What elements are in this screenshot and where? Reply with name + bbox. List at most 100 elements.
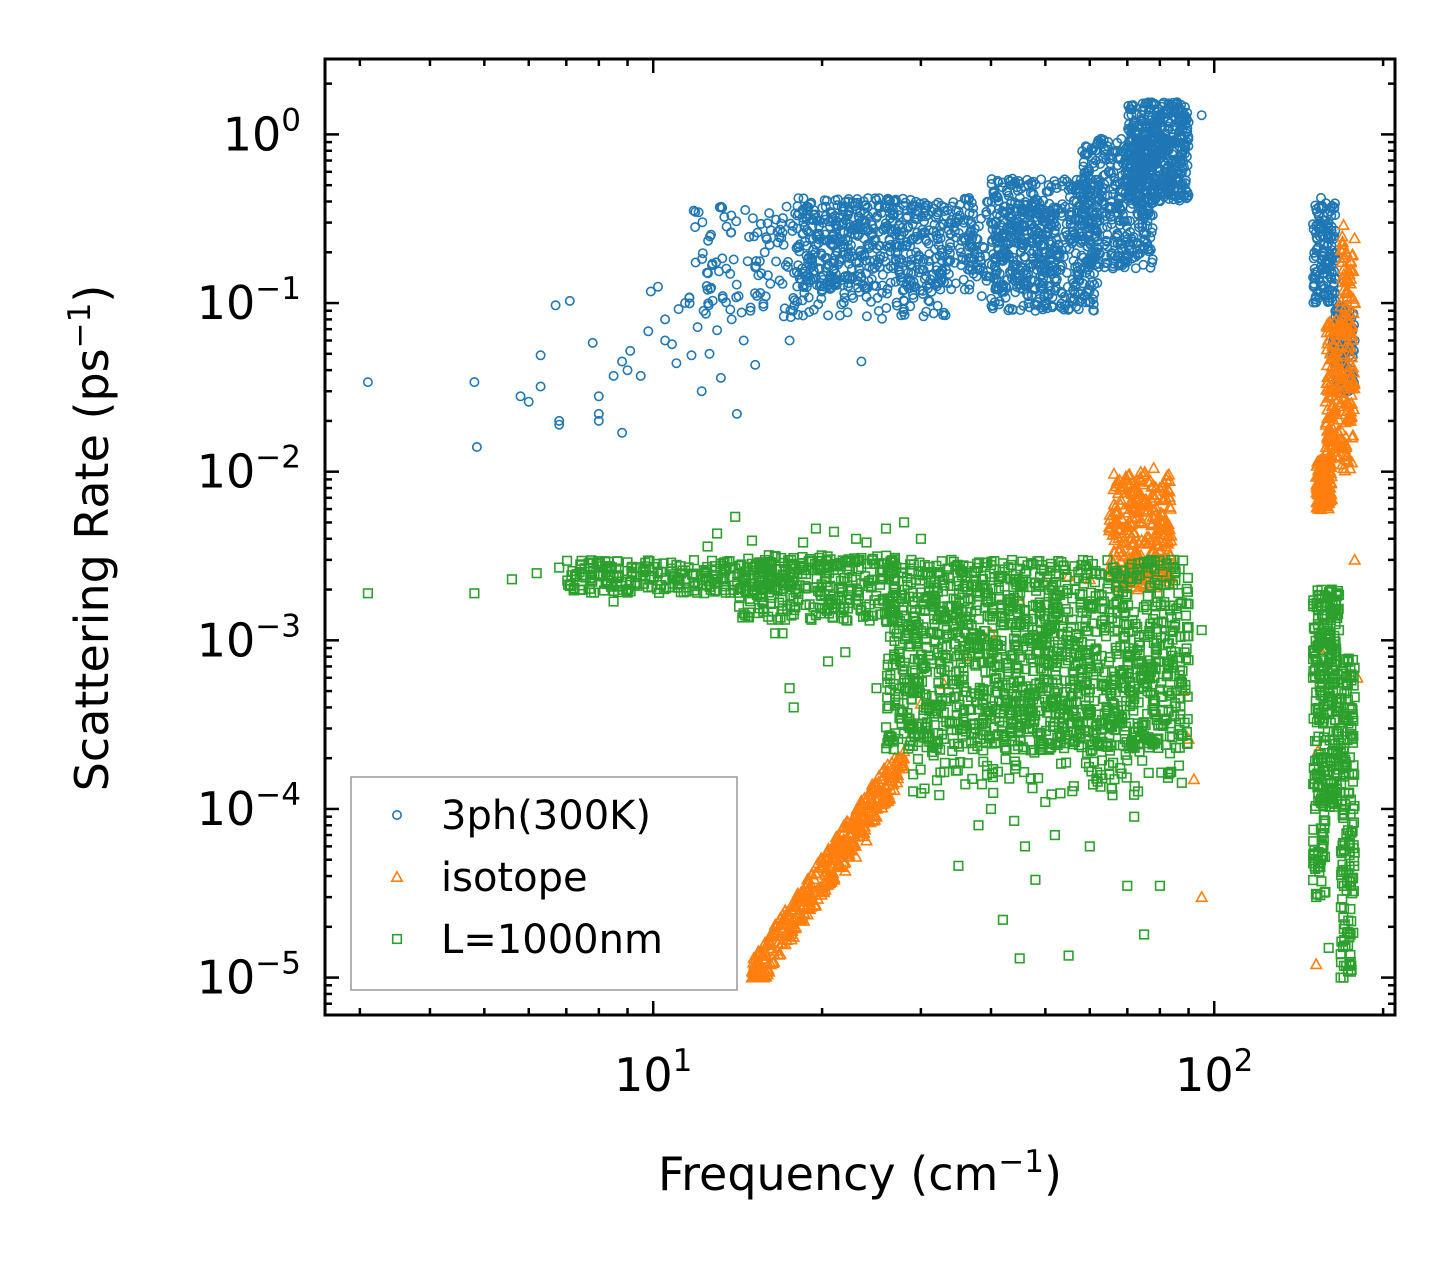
data-point <box>1089 305 1100 316</box>
data-point <box>874 240 885 251</box>
data-point <box>923 295 934 306</box>
data-point <box>853 223 864 234</box>
data-point <box>1011 281 1022 292</box>
data-point <box>701 267 712 278</box>
data-point <box>777 227 788 238</box>
data-point <box>823 310 834 321</box>
data-point <box>717 202 728 213</box>
data-point <box>837 227 848 238</box>
data-point <box>753 270 764 281</box>
data-point <box>829 219 840 230</box>
data-point <box>900 197 911 208</box>
data-point <box>785 218 796 229</box>
data-point <box>901 240 912 251</box>
data-point <box>979 242 990 253</box>
data-point <box>690 206 701 217</box>
data-point <box>832 194 843 205</box>
data-point <box>923 238 934 249</box>
data-point <box>1128 236 1139 247</box>
data-point <box>945 242 956 253</box>
data-point <box>1093 262 1104 273</box>
data-point <box>993 275 1004 286</box>
data-point <box>1147 257 1158 268</box>
data-point <box>721 221 732 232</box>
data-point <box>697 248 708 259</box>
data-point <box>825 207 836 218</box>
data-point <box>937 219 948 230</box>
data-point <box>804 260 815 271</box>
data-point <box>705 229 716 240</box>
data-point <box>1057 288 1068 299</box>
data-point <box>824 275 835 286</box>
data-point <box>975 262 986 273</box>
data-point <box>764 240 775 251</box>
data-point <box>896 310 907 321</box>
data-point <box>957 252 968 263</box>
data-point <box>1147 223 1158 234</box>
data-point <box>803 226 814 237</box>
data-point <box>1100 143 1111 154</box>
data-point <box>998 286 1009 297</box>
data-point <box>893 209 904 220</box>
data-point <box>742 256 753 267</box>
data-point <box>910 231 921 242</box>
data-point <box>1045 246 1056 257</box>
data-point <box>887 217 898 228</box>
data-point <box>1076 250 1087 261</box>
data-point <box>847 272 858 283</box>
data-point <box>1088 158 1099 169</box>
data-point <box>918 311 929 322</box>
data-point <box>787 305 798 316</box>
data-point <box>1074 275 1085 286</box>
data-point <box>1091 145 1102 156</box>
data-point <box>910 281 921 292</box>
data-point <box>861 311 872 322</box>
data-point <box>792 201 803 212</box>
data-point <box>762 270 773 281</box>
data-point <box>813 228 824 239</box>
data-point <box>740 205 751 216</box>
data-point <box>992 237 1003 248</box>
data-point <box>1082 222 1093 233</box>
data-point <box>1092 217 1103 228</box>
data-point <box>914 198 925 209</box>
data-point <box>826 208 837 219</box>
data-point <box>1054 301 1065 312</box>
data-point <box>1081 258 1092 269</box>
data-point <box>1059 174 1070 185</box>
data-point <box>1001 248 1012 259</box>
data-point <box>834 254 845 265</box>
data-point <box>993 204 1004 215</box>
data-point <box>1047 302 1058 313</box>
data-point <box>1012 185 1023 196</box>
data-point <box>971 271 982 282</box>
data-point <box>796 274 807 285</box>
data-point <box>782 261 793 272</box>
data-point <box>1051 276 1062 287</box>
data-point <box>834 310 845 321</box>
data-point <box>697 217 708 228</box>
data-point <box>684 298 695 309</box>
data-point <box>871 281 882 292</box>
data-point <box>836 299 847 310</box>
scatter-markers <box>362 97 1364 983</box>
data-point <box>859 200 870 211</box>
data-point <box>1003 174 1014 185</box>
data-point <box>1019 251 1030 262</box>
data-point <box>958 274 969 285</box>
data-point <box>806 262 817 273</box>
data-point <box>883 194 894 205</box>
data-point <box>688 205 699 216</box>
data-point <box>1057 210 1068 221</box>
data-point <box>923 255 934 266</box>
data-point <box>1038 252 1049 263</box>
data-point <box>1043 290 1054 301</box>
data-point <box>1092 278 1103 289</box>
data-point <box>1044 186 1055 197</box>
data-point <box>778 311 789 322</box>
data-point <box>808 233 819 244</box>
data-point <box>785 312 796 323</box>
data-point <box>934 228 945 239</box>
data-point <box>869 235 880 246</box>
data-point <box>959 284 970 295</box>
